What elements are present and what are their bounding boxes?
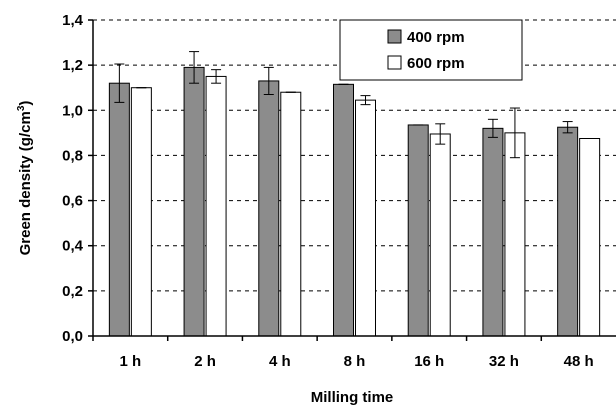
y-tick-label: 0,2 <box>62 283 83 300</box>
bar-400rpm <box>108 82 130 337</box>
legend-swatch-600rpm <box>387 55 402 70</box>
bar-400rpm <box>258 80 280 337</box>
legend-label-400rpm: 400 rpm <box>407 29 465 46</box>
bar-600rpm <box>280 91 302 337</box>
bar-400rpm <box>557 126 579 337</box>
bar-400rpm <box>183 66 205 337</box>
bar-400rpm <box>407 124 429 337</box>
bar-400rpm <box>482 127 504 337</box>
y-tick-label: 0,4 <box>62 238 84 255</box>
y-axis-title-close: ) <box>17 101 34 106</box>
legend-swatch-400rpm <box>387 29 402 44</box>
gridlines <box>93 19 616 292</box>
bar-400rpm <box>333 83 354 337</box>
y-tick-label: 1,2 <box>62 57 83 74</box>
x-tick-label: 8 h <box>344 353 366 370</box>
y-tick-labels: 0,0 0,2 0,4 0,6 0,8 1,0 1,2 1,4 <box>62 12 84 345</box>
x-tick-label: 32 h <box>489 353 519 370</box>
x-tick-label: 48 h <box>564 353 594 370</box>
y-tick-label: 1,4 <box>62 12 84 29</box>
axes <box>88 19 616 341</box>
bar-600rpm <box>355 99 376 337</box>
x-tick-label: 1 h <box>120 353 142 370</box>
error-bars <box>114 51 595 159</box>
legend-label-600rpm: 600 rpm <box>407 55 465 72</box>
y-axis-title-main: Green density (g/cm <box>17 111 34 255</box>
x-tick-label: 2 h <box>194 353 216 370</box>
x-tick-label: 4 h <box>269 353 291 370</box>
x-tick-labels: 1 h 2 h 4 h 8 h 16 h 32 h 48 h <box>120 353 594 370</box>
y-tick-label: 0,0 <box>62 328 83 345</box>
bar-600rpm <box>504 132 526 337</box>
legend-box <box>339 19 523 81</box>
legend: 400 rpm 600 rpm <box>339 19 523 81</box>
x-axis-title: Milling time <box>311 389 394 406</box>
bar-600rpm <box>579 138 601 337</box>
x-tick-label: 16 h <box>414 353 444 370</box>
y-tick-label: 0,6 <box>62 193 83 210</box>
bars <box>108 66 601 337</box>
y-tick-label: 1,0 <box>62 102 83 119</box>
y-axis-title-superscript: 3 <box>16 105 27 111</box>
bar-600rpm <box>205 75 227 337</box>
bar-600rpm <box>429 133 451 337</box>
y-tick-label: 0,8 <box>62 147 83 164</box>
bar-600rpm <box>130 87 152 337</box>
y-axis-title: Green density (g/cm3) <box>16 101 34 256</box>
